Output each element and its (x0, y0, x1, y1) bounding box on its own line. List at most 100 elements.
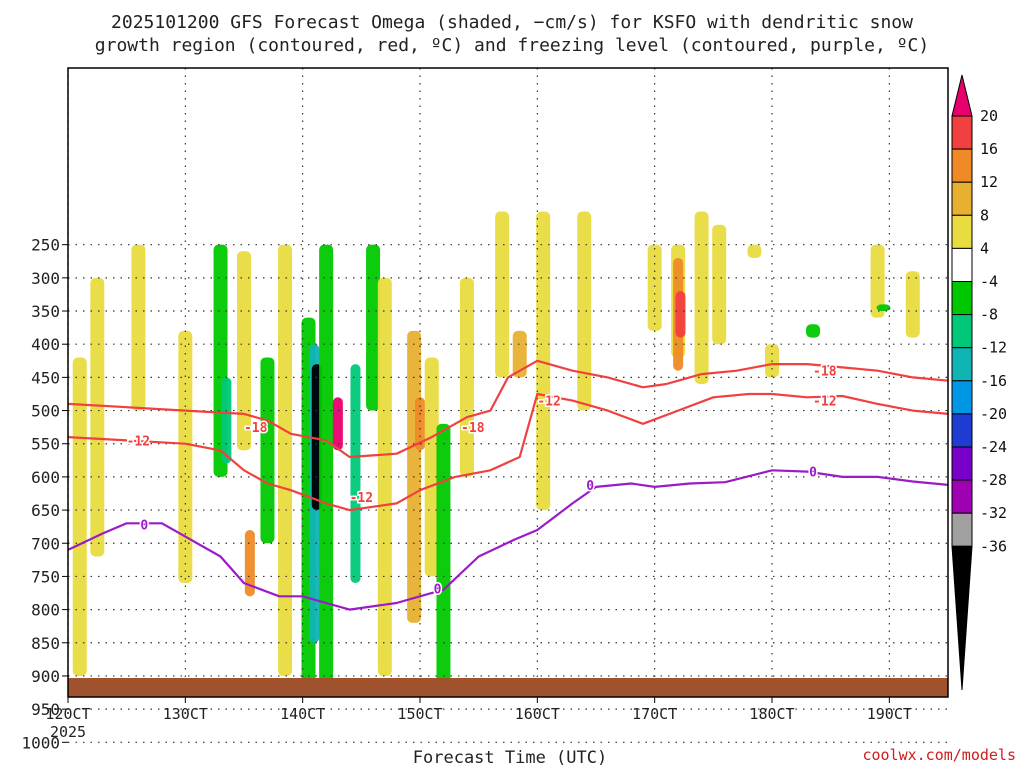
omega-patch-19 (415, 397, 425, 451)
omega-patch-38 (905, 271, 920, 338)
colorbar-swatch-9 (951, 380, 973, 415)
omega-patch-27 (647, 244, 662, 331)
colorbar-label-9: -20 (980, 405, 1007, 423)
colorbar-label-2: 12 (980, 173, 998, 191)
y-tick-label-600: 600 (31, 468, 60, 487)
credit-text: coolwx.com/models (862, 746, 1016, 764)
colorbar-top-arrow (951, 74, 973, 117)
contour-label-0-2: -18 (813, 365, 837, 380)
y-tick-label-900: 900 (31, 667, 60, 686)
omega-patch-23 (495, 211, 510, 378)
colorbar-swatch-5 (951, 247, 973, 282)
colorbar-swatch-6 (951, 281, 973, 316)
contour-line-1 (67, 392, 949, 512)
x-tick-label-1: 130CT (163, 705, 208, 723)
omega-patch-37 (876, 304, 891, 312)
omega-patch-1 (90, 277, 105, 557)
chart-title-line1: 2025101200 GFS Forecast Omega (shaded, −… (111, 12, 913, 33)
colorbar-label-10: -24 (980, 438, 1007, 456)
colorbar-label-11: -28 (980, 471, 1007, 489)
x-tick-label-3: 150CT (397, 705, 442, 723)
omega-patch-5 (244, 529, 255, 597)
omega-shading-layer (72, 211, 920, 698)
contour-label-0-1: -18 (461, 421, 485, 436)
contour-label-1-0: -12 (127, 434, 150, 449)
colorbar-label-13: -36 (980, 537, 1007, 555)
colorbar-bottom-arrow (951, 545, 973, 691)
x-tick-label-0: 120CT (45, 705, 90, 723)
x-tick-label-7: 190CT (867, 705, 912, 723)
colorbar-swatch-3 (951, 181, 973, 216)
y-tick-label-850: 850 (31, 634, 60, 653)
colorbar-label-8: -16 (980, 372, 1007, 390)
colorbar-label-3: 8 (980, 206, 989, 224)
colorbar-label-6: -8 (980, 306, 998, 324)
colorbar-label-12: -32 (980, 504, 1007, 522)
omega-patch-21 (436, 423, 451, 697)
x-tick-label-2: 140CT (280, 705, 325, 723)
omega-patch-33 (747, 244, 762, 258)
omega-patch-8 (260, 357, 275, 544)
y-tick-label-300: 300 (31, 269, 60, 288)
chart-title: 2025101200 GFS Forecast Omega (shaded, −… (95, 12, 929, 56)
omega-patch-3 (178, 330, 193, 584)
plot-area: -18 -18 -18 -12 -12 -12 -12 0 0 0 0 (67, 67, 949, 743)
contour-label-1-2: -12 (537, 395, 560, 410)
colorbar-swatch-8 (951, 347, 973, 382)
contour-label-2-0: 0 (140, 519, 148, 534)
plot-background (68, 68, 948, 697)
omega-patch-14 (332, 397, 343, 451)
x-tick-label-4: 160CT (515, 705, 560, 723)
omega-patch-25 (536, 211, 551, 511)
y-tick-label-950: 950 (31, 700, 60, 719)
y-tick-label-550: 550 (31, 435, 60, 454)
y-tick-label-450: 450 (31, 368, 60, 387)
chart-title-line2: growth region (contoured, red, ºC) and f… (95, 35, 929, 56)
y-tick-label-1000: 1000 (21, 733, 60, 752)
contour-layer: -18 -18 -18 -12 -12 -12 -12 0 0 0 0 (67, 359, 949, 611)
contour-label-2-2: 0 (586, 479, 594, 494)
colorbar-swatch-11 (951, 446, 973, 481)
y-tick-label-500: 500 (31, 402, 60, 421)
omega-patch-24 (512, 330, 527, 378)
y-tick-label-800: 800 (31, 601, 60, 620)
plot-frame (67, 67, 949, 698)
omega-patch-4 (237, 251, 251, 451)
omega-patch-2 (131, 244, 146, 411)
omega-patch-30 (675, 291, 686, 338)
omega-patch-9 (278, 244, 293, 676)
contour-label-2-3: 0 (809, 466, 817, 481)
colorbar-label-1: 16 (980, 140, 998, 158)
colorbar-swatch-12 (951, 479, 973, 514)
colorbar-swatch-10 (951, 413, 973, 448)
y-axis: 250 300 350 400 450 500 550 600 650 700 750 800 850 9… (21, 236, 68, 752)
ground-surface (68, 678, 948, 697)
contour-label-2-1: 0 (434, 582, 442, 597)
omega-patch-26 (577, 211, 592, 411)
omega-patch-20 (424, 357, 439, 577)
omega-patch-17 (377, 277, 392, 676)
x-axis-label: Forecast Time (UTC) (413, 748, 607, 768)
omega-patch-31 (694, 211, 709, 385)
colorbar-swatch-13 (951, 512, 973, 547)
omega-patch-15 (350, 364, 361, 584)
colorbar-swatch-1 (951, 115, 973, 150)
omega-patch-35 (806, 324, 821, 338)
contour-line-2 (67, 469, 949, 611)
x-tick-sublabel-0: 2025 (50, 723, 86, 741)
contour-label-0-0: -18 (244, 421, 268, 436)
x-tick-label-6: 180CT (749, 705, 794, 723)
omega-patch-16 (366, 244, 381, 411)
y-tick-label-250: 250 (31, 236, 60, 255)
y-tick-label-750: 750 (31, 567, 60, 586)
y-tick-label-700: 700 (31, 534, 60, 553)
y-tick-label-350: 350 (31, 302, 60, 321)
colorbar-swatch-7 (951, 314, 973, 349)
colorbar-label-4: 4 (980, 239, 989, 257)
omega-patch-7 (221, 377, 232, 464)
colorbar-swatch-2 (951, 148, 973, 183)
colorbar-label-0: 20 (980, 107, 998, 125)
contour-line-0 (67, 359, 949, 459)
